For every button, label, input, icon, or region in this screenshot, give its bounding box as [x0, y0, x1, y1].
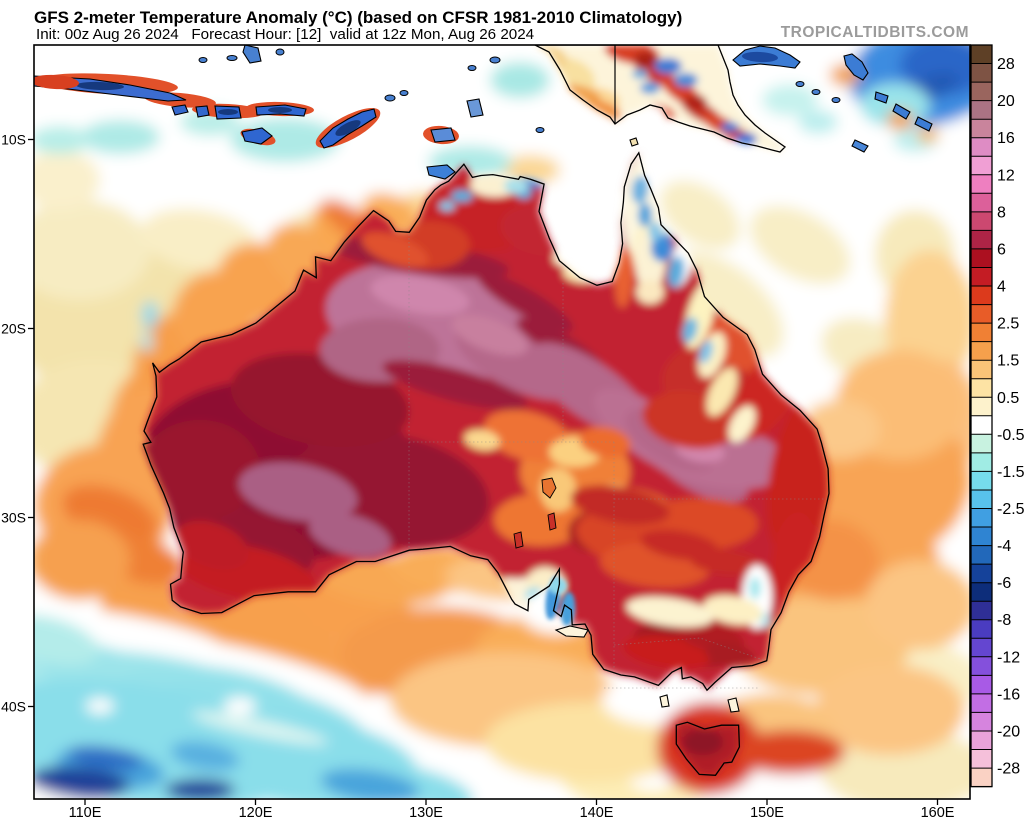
svg-text:110E: 110E — [69, 805, 102, 820]
svg-text:0.5: 0.5 — [997, 390, 1019, 407]
svg-text:8: 8 — [997, 204, 1006, 221]
svg-text:-8: -8 — [997, 612, 1011, 629]
svg-text:1.5: 1.5 — [997, 353, 1019, 370]
svg-text:2.5: 2.5 — [997, 316, 1019, 333]
svg-text:4: 4 — [997, 279, 1006, 296]
svg-text:-0.5: -0.5 — [997, 427, 1024, 444]
svg-text:TROPICALTIDBITS.COM: TROPICALTIDBITS.COM — [781, 24, 969, 41]
svg-text:-1.5: -1.5 — [997, 464, 1024, 481]
svg-text:130E: 130E — [409, 805, 443, 820]
svg-text:150E: 150E — [750, 805, 784, 820]
svg-text:-16: -16 — [997, 686, 1020, 703]
svg-text:30S: 30S — [1, 510, 26, 526]
svg-text:10S: 10S — [1, 132, 26, 148]
svg-text:-2.5: -2.5 — [997, 501, 1024, 518]
svg-text:-12: -12 — [997, 649, 1020, 666]
svg-text:GFS 2-meter Temperature Anomal: GFS 2-meter Temperature Anomaly (°C) (ba… — [34, 8, 682, 27]
svg-text:120E: 120E — [239, 805, 273, 820]
svg-text:140E: 140E — [580, 805, 614, 820]
svg-text:20S: 20S — [1, 321, 26, 337]
svg-text:6: 6 — [997, 241, 1006, 258]
svg-text:160E: 160E — [921, 805, 955, 820]
svg-text:-6: -6 — [997, 575, 1011, 592]
svg-text:20: 20 — [997, 93, 1015, 110]
svg-text:28: 28 — [997, 56, 1015, 73]
svg-text:-4: -4 — [997, 538, 1011, 555]
svg-text:Init: 00z Aug 26 2024 Foreca: Init: 00z Aug 26 2024 Forecast Hour: [12… — [36, 26, 534, 43]
svg-text:-28: -28 — [997, 761, 1020, 778]
svg-text:40S: 40S — [1, 699, 26, 715]
svg-text:-20: -20 — [997, 724, 1020, 741]
svg-text:12: 12 — [997, 167, 1015, 184]
svg-text:16: 16 — [997, 130, 1015, 147]
